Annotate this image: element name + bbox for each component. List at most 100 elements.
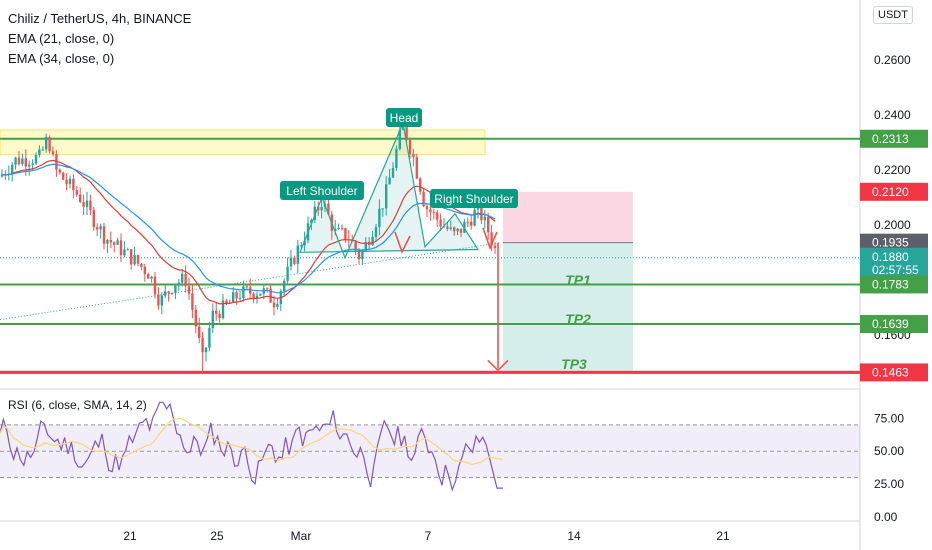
candle-body-21: [72, 178, 75, 191]
candle-body-92: [313, 206, 316, 220]
candle-body-42: [143, 266, 146, 275]
candle-body-91: [310, 219, 313, 224]
take-profit-zone: [503, 242, 633, 373]
price-label-bg-6: [860, 363, 928, 382]
candle-body-43: [147, 274, 150, 279]
candle-body-11: [38, 149, 41, 156]
candle-body-9: [31, 163, 34, 165]
candle-body-44: [150, 276, 153, 279]
price-label-0: 0.2313: [872, 132, 909, 146]
price-label-bg-4: [860, 275, 928, 294]
rsi-legend[interactable]: RSI (6, close, SMA, 14, 2): [8, 398, 147, 412]
candle-body-115: [391, 168, 395, 178]
candle-body-23: [79, 194, 82, 202]
candle-body-83: [283, 280, 286, 292]
candle-body-94: [320, 207, 323, 211]
candle-body-3: [11, 164, 14, 174]
candle-body-144: [490, 232, 493, 246]
candle-body-47: [160, 295, 163, 306]
candle-body-49: [167, 291, 170, 294]
candle-body-8: [28, 164, 31, 167]
price-label-bg-1: [860, 182, 928, 201]
price-label-1: 0.2120: [872, 185, 909, 199]
time-tick-4: 14: [567, 529, 581, 543]
candle-body-139: [473, 209, 476, 226]
candle-body-13: [45, 136, 48, 150]
candle-body-80: [272, 302, 276, 308]
candle-body-45: [153, 276, 157, 295]
candle-body-53: [181, 274, 184, 283]
candle-body-39: [133, 255, 136, 265]
candle-body-110: [374, 226, 378, 237]
candle-body-62: [211, 310, 214, 329]
candle-body-73: [249, 287, 252, 294]
candle-body-27: [92, 209, 95, 228]
time-tick-5: 21: [716, 529, 730, 543]
candle-body-107: [364, 241, 367, 252]
candle-body-69: [235, 292, 238, 299]
candle-body-136: [463, 221, 466, 233]
ema21-legend[interactable]: EMA (21, close, 0): [8, 31, 115, 46]
candle-body-129: [439, 219, 442, 227]
target-arrow-head: [487, 359, 509, 372]
price-tick-1: 0.2400: [874, 108, 911, 122]
candle-body-52: [177, 282, 180, 286]
head-down-arrow: [394, 231, 411, 255]
candle-body-120: [408, 140, 412, 154]
candle-body-40: [136, 255, 140, 264]
ema34-line: [2, 163, 496, 294]
candle-body-96: [327, 203, 330, 215]
candle-body-78: [266, 288, 269, 290]
left-shoulder-label: Left Shoulder: [286, 184, 357, 198]
candle-body-56: [191, 293, 194, 310]
ema21-line: [2, 159, 496, 305]
candle-body-113: [385, 184, 388, 209]
candle-body-19: [65, 179, 68, 185]
candle-body-143: [487, 216, 490, 233]
candle-body-60: [204, 347, 208, 353]
time-tick-3: 7: [425, 529, 432, 543]
candle-body-5: [17, 157, 21, 165]
price-label-5: 0.1639: [872, 317, 909, 331]
rsi-tick-2: 25.00: [874, 477, 904, 491]
rsi-ma-line: [0, 417, 504, 466]
candle-body-18: [62, 172, 65, 180]
candle-body-50: [170, 293, 174, 295]
candle-body-17: [58, 169, 61, 173]
candle-body-10: [34, 155, 38, 164]
candle-body-20: [68, 178, 72, 185]
tp2-label: TP2: [565, 311, 591, 327]
candle-body-124: [422, 191, 425, 207]
price-label-bg-3: [860, 247, 928, 278]
rsi-line: [0, 401, 503, 492]
candle-body-145: [493, 245, 497, 249]
candle-body-105: [357, 250, 361, 260]
ema34-legend[interactable]: EMA (34, close, 0): [8, 51, 115, 66]
tp3-label: TP3: [561, 356, 587, 372]
candle-body-93: [317, 206, 320, 211]
candle-body-84: [286, 266, 289, 281]
candle-body-55: [187, 286, 191, 294]
candle-body-59: [201, 337, 204, 353]
time-tick-2: Mar: [291, 529, 312, 543]
candle-body-74: [252, 293, 255, 299]
head-label: Head: [390, 111, 419, 125]
right-shoulder-label: Right Shoulder: [434, 192, 513, 206]
candle-body-75: [255, 295, 259, 299]
price-label-6: 0.1463: [872, 365, 909, 379]
candle-body-14: [48, 136, 51, 152]
rsi-tick-1: 50.00: [874, 444, 904, 458]
candle-body-100: [340, 227, 344, 229]
left-shoulder-label-bg: [280, 181, 364, 200]
candle-body-89: [303, 240, 306, 246]
price-tick-2: 0.2200: [874, 163, 911, 177]
candle-body-76: [259, 293, 262, 296]
candle-body-87: [296, 245, 299, 264]
candle-body-71: [242, 286, 245, 298]
price-label-2: 0.1935: [872, 236, 909, 250]
price-tick-3: 0.2000: [874, 218, 911, 232]
symbol-title[interactable]: Chiliz / TetherUS, 4h, BINANCE: [8, 11, 192, 26]
currency-button[interactable]: USDT: [873, 6, 913, 24]
candle-body-98: [334, 228, 337, 231]
